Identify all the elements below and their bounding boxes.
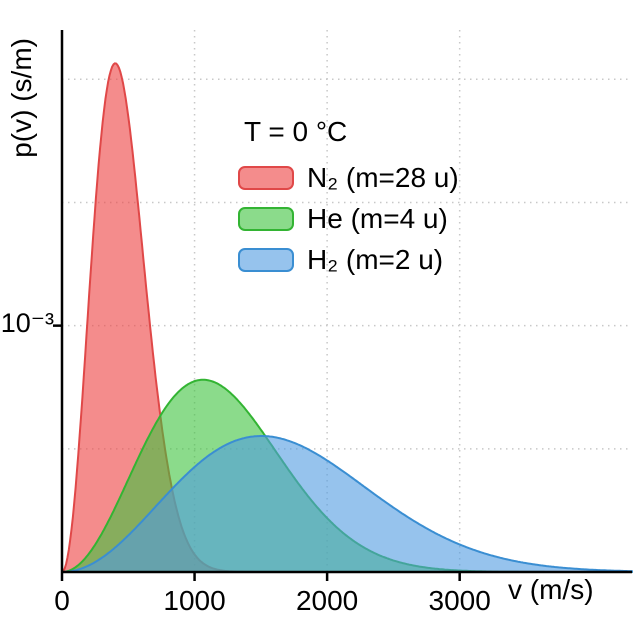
legend-label-he: He (m=4 u): [307, 203, 448, 234]
y-tick-label: 10⁻³: [0, 308, 54, 338]
curve-h2: [61, 435, 633, 573]
legend-title: T = 0 °C: [244, 116, 348, 147]
legend-item-n2: N₂ (m=28 u): [238, 164, 459, 192]
x-tick-label: 3000: [429, 585, 491, 616]
legend: T = 0 °C N₂ (m=28 u) He (m=4 u) H₂ (m=2 …: [238, 116, 459, 287]
y-axis-label: p(v) (s/m): [6, 38, 37, 158]
legend-item-he: He (m=4 u): [238, 205, 459, 233]
x-axis-label: v (m/s): [508, 574, 594, 605]
x-tick-label: 0: [54, 585, 70, 616]
legend-swatch-h2: [238, 248, 294, 272]
legend-swatch-he: [238, 207, 294, 231]
legend-swatch-n2: [238, 166, 294, 190]
legend-label-h2: H₂ (m=2 u): [307, 244, 444, 275]
legend-item-h2: H₂ (m=2 u): [238, 246, 459, 274]
x-tick-label: 2000: [296, 585, 358, 616]
x-tick-label: 1000: [163, 585, 225, 616]
legend-label-n2: N₂ (m=28 u): [307, 162, 459, 193]
